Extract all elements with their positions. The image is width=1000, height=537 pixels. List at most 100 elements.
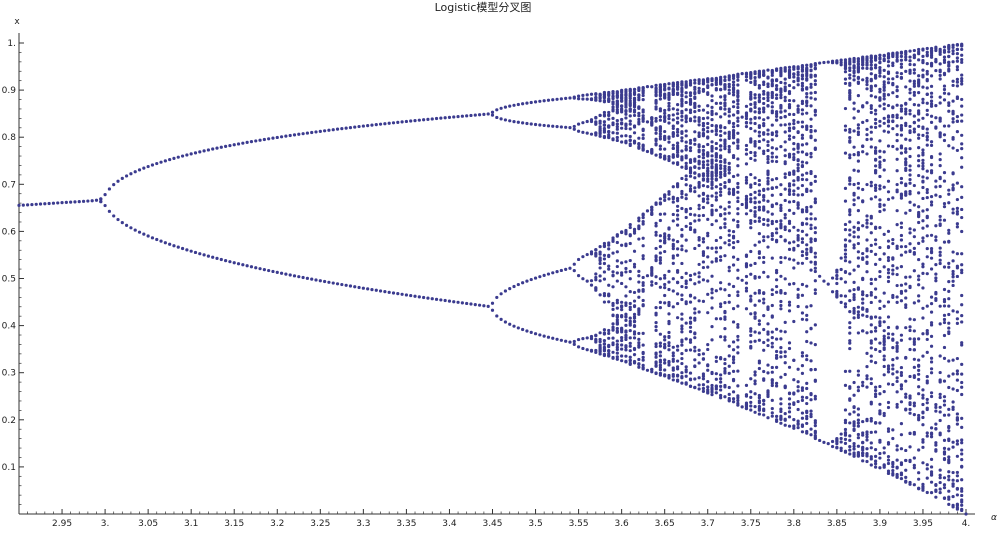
data-point [719,373,723,377]
data-point [701,372,706,376]
data-point [676,112,680,116]
data-point [684,116,688,121]
data-point [861,199,865,203]
data-point [947,458,951,462]
data-point [942,317,947,322]
data-point [749,272,753,276]
data-point [654,83,658,88]
data-point [697,134,701,139]
data-point [387,121,391,125]
data-point [886,325,891,330]
data-point [929,95,934,99]
data-point [895,458,899,462]
data-point [895,356,899,360]
data-point [947,101,951,105]
data-point [447,115,452,119]
data-point [960,362,964,366]
data-point [624,294,628,298]
data-point [882,88,886,92]
data-point [796,83,800,87]
data-point [805,233,809,237]
data-point [886,120,891,124]
data-point [374,288,378,292]
data-point [805,414,809,418]
data-point [335,127,340,131]
data-point [701,163,706,167]
data-point [680,124,684,128]
data-point [874,389,878,393]
data-point [800,386,805,390]
data-point [869,106,873,110]
data-point [671,124,675,128]
data-point [951,440,955,444]
data-point [749,404,753,408]
data-point [572,262,576,266]
data-point [809,250,813,254]
data-point [641,355,645,359]
data-point [693,377,697,381]
data-point [839,300,843,304]
data-point [641,303,645,307]
data-point [366,287,370,291]
data-point [800,416,805,420]
data-point [921,271,925,275]
data-point [576,337,581,342]
data-point [688,148,693,153]
data-point [667,101,671,106]
data-point [749,80,753,84]
data-point [710,118,714,122]
data-point [891,144,895,149]
data-point [719,304,723,309]
data-point [654,254,658,258]
data-point [594,340,598,344]
data-point [753,311,757,315]
data-point [891,127,895,131]
data-point [17,203,21,208]
data-point [947,63,951,67]
data-point [904,168,908,173]
data-point [925,272,929,276]
data-point [598,261,602,266]
data-point [103,193,107,197]
data-point [663,335,667,339]
data-point [792,122,796,126]
data-point [688,338,693,342]
data-point [852,203,856,207]
data-point [585,119,589,124]
data-point [766,155,770,159]
data-point [762,107,766,111]
data-point [564,339,568,343]
data-point [757,86,761,90]
data-point [861,144,865,149]
data-point [607,135,611,140]
data-point [632,290,637,295]
data-point [852,288,856,292]
data-point [667,86,671,90]
data-point [650,267,654,271]
data-point [620,107,624,111]
data-point [904,379,908,383]
data-point [731,355,736,359]
data-point [671,212,675,217]
data-point [766,199,770,203]
data-point [921,185,925,190]
data-point [783,225,787,229]
data-point [775,67,779,71]
data-point [899,422,904,426]
data-point [671,378,675,382]
data-point [839,58,843,62]
data-point [697,238,701,242]
data-point [951,49,955,53]
data-point [663,345,667,349]
data-point [869,323,873,327]
data-point [805,354,809,358]
data-point [882,320,886,324]
data-point [921,316,925,320]
data-point [960,503,964,507]
data-point [951,283,955,288]
data-point [680,284,684,289]
data-point [775,290,779,294]
data-point [787,91,792,96]
data-point [865,453,869,457]
data-point [796,76,800,80]
